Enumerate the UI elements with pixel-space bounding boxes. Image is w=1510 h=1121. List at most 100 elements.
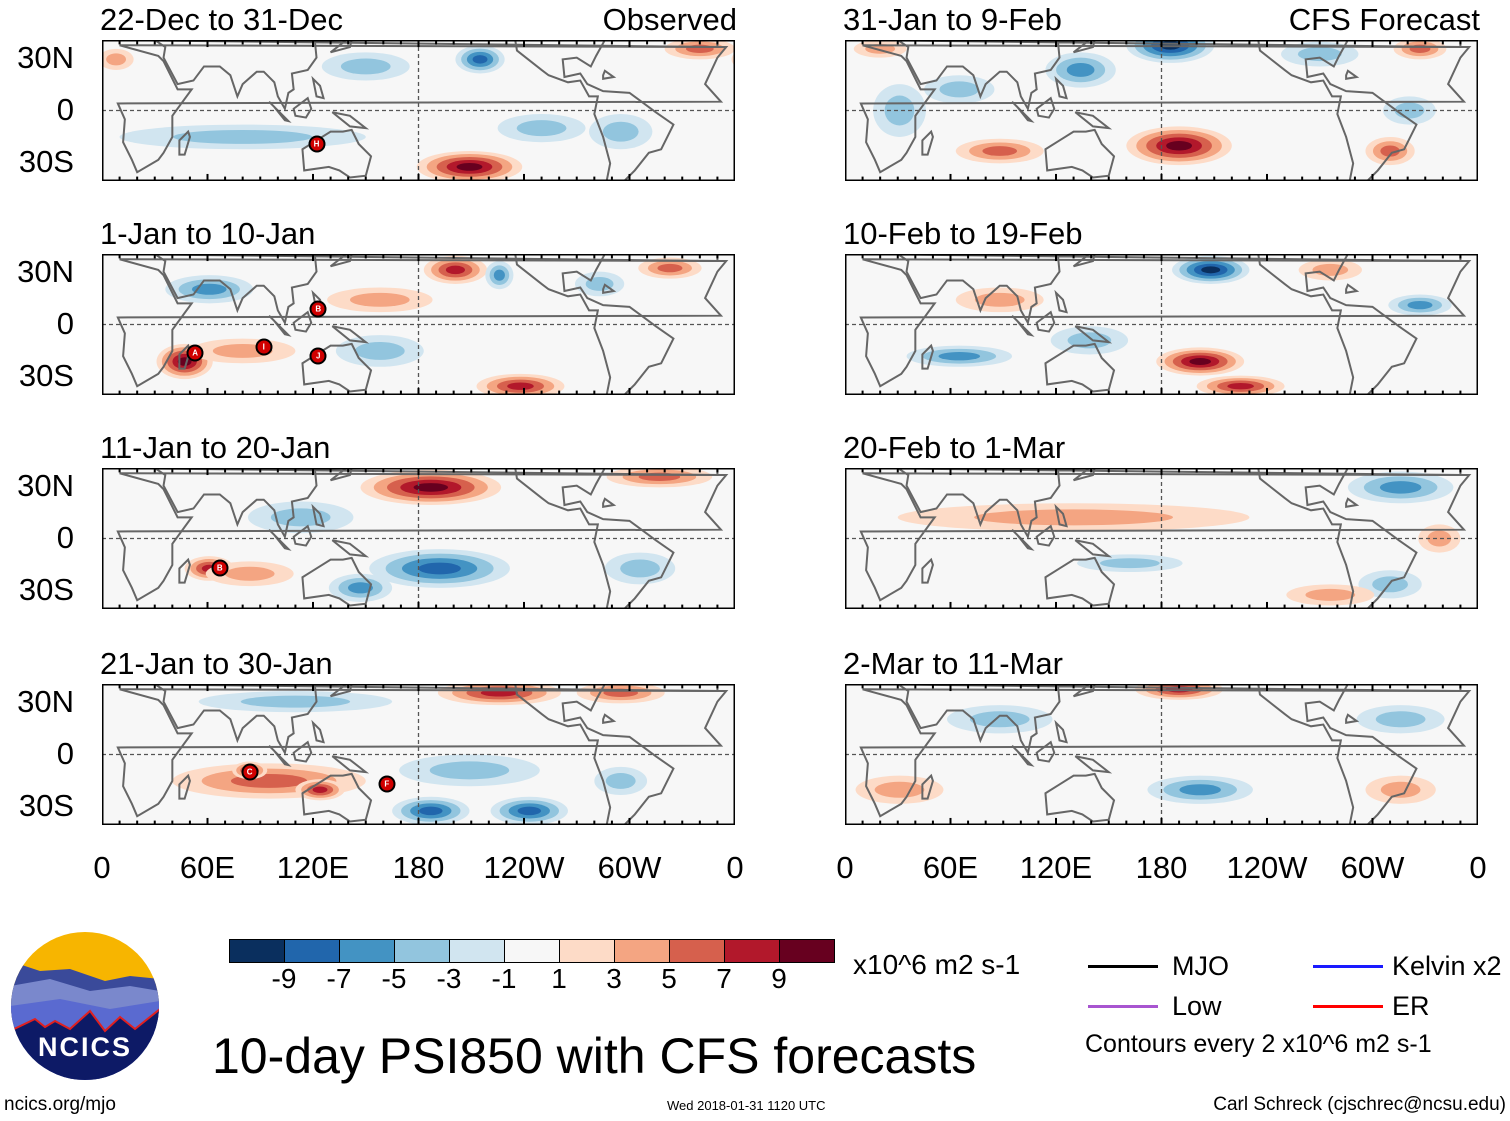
colorbar-swatch	[230, 940, 285, 962]
coastline	[1045, 130, 1114, 178]
website-link[interactable]: ncics.org/mjo	[4, 1094, 116, 1115]
negative-anomaly	[1201, 266, 1221, 274]
coastline	[1037, 742, 1055, 761]
panel-title: 10-Feb to 19-Feb	[843, 216, 1083, 251]
legend-kelvin-label: Kelvin x2	[1392, 951, 1502, 981]
colorbar-swatch	[725, 940, 780, 962]
lat-tick-label: 30S	[18, 788, 74, 823]
anomaly-map	[102, 468, 735, 609]
coastline	[515, 684, 673, 825]
map-panel: 10-Feb to 19-Feb	[843, 216, 1478, 395]
colorbar-swatch	[505, 940, 560, 962]
coastline	[1074, 40, 1095, 52]
coastline	[1346, 499, 1357, 507]
author-credit: Carl Schreck (cjschrec@ncsu.edu)	[1213, 1094, 1506, 1115]
coastline	[1037, 312, 1055, 331]
coastline	[332, 112, 365, 128]
coastline	[1346, 71, 1357, 79]
colorbar-label: -9	[271, 963, 297, 994]
coastline	[179, 560, 190, 583]
coastline	[313, 723, 324, 742]
coastline	[118, 689, 726, 816]
colorbar-swatch	[285, 940, 340, 962]
coastline	[331, 254, 352, 266]
tropical-cyclone-icon: B	[309, 300, 327, 318]
coastline	[1045, 774, 1114, 822]
anomaly-map	[845, 684, 1478, 825]
coastline	[854, 254, 1461, 323]
map-panel: H 22-Dec to 31-Dec Observed	[100, 2, 737, 181]
coastline	[1012, 530, 1031, 549]
panel-title: 1-Jan to 10-Jan	[100, 216, 316, 251]
negative-anomaly	[1375, 711, 1426, 728]
coastline	[179, 132, 190, 155]
negative-anomaly	[517, 806, 541, 816]
lon-tick-label: 0	[93, 850, 111, 885]
coastline	[1075, 112, 1108, 128]
coastline	[269, 316, 288, 335]
positive-anomaly	[350, 292, 410, 307]
coastline	[1075, 326, 1108, 342]
legend-er-label: ER	[1392, 991, 1430, 1021]
coastline	[313, 507, 324, 526]
coastline	[854, 468, 1461, 537]
negative-anomaly	[602, 121, 639, 142]
lon-tick-label: 120E	[1019, 850, 1093, 885]
coastline	[302, 558, 371, 606]
legend-mjo-line	[1088, 965, 1158, 968]
negative-anomaly	[1179, 784, 1221, 796]
coastline	[861, 473, 1469, 600]
negative-anomaly	[605, 772, 636, 789]
anomaly-map	[845, 254, 1478, 395]
colorbar-swatch	[340, 940, 395, 962]
lon-tick-label: 60E	[922, 850, 979, 885]
map-panel: 31-Jan to 9-Feb CFS Forecast	[843, 2, 1480, 181]
coastline	[302, 130, 371, 178]
colorbar-swatch	[395, 940, 450, 962]
lon-tick-label: 0	[726, 850, 744, 885]
negative-anomaly	[1379, 481, 1422, 494]
lat-tick-label: 0	[56, 520, 74, 555]
colorbar-label: 7	[716, 963, 732, 994]
tropical-cyclone-icon: F	[378, 775, 396, 793]
coastline	[331, 40, 352, 52]
coastline	[854, 40, 1461, 109]
colorbar-label: 5	[661, 963, 677, 994]
positive-anomaly	[1312, 263, 1349, 276]
colorbar-swatch	[780, 940, 834, 962]
positive-anomaly	[874, 781, 925, 798]
coastline	[1346, 285, 1357, 293]
coastline	[179, 776, 190, 799]
lon-tick-label: 120W	[1226, 850, 1308, 885]
coastline	[854, 684, 1461, 753]
panel-tag: CFS Forecast	[1288, 2, 1480, 37]
colorbar	[229, 939, 835, 963]
coastline	[331, 684, 352, 696]
lat-tick-label: 0	[56, 306, 74, 341]
tropical-cyclone-icon: I	[255, 338, 273, 356]
coastline	[1037, 526, 1055, 545]
colorbar-label: -3	[436, 963, 462, 994]
coastline	[1056, 723, 1067, 742]
coastline	[118, 259, 726, 386]
negative-anomaly	[969, 711, 1030, 728]
coastline	[603, 285, 614, 293]
anomaly-map	[102, 40, 735, 181]
coastline	[922, 560, 933, 583]
contour-interval-note: Contours every 2 x10^6 m2 s-1	[1085, 1030, 1432, 1058]
lon-tick-label: 60E	[179, 850, 236, 885]
lon-tick-label: 120E	[276, 850, 350, 885]
tropical-cyclone-icon: B	[211, 559, 229, 577]
lon-tick-label: 180	[1135, 850, 1188, 885]
negative-anomaly	[493, 269, 505, 281]
coastline	[269, 530, 288, 549]
coastline	[1258, 254, 1416, 395]
coastline	[861, 259, 1469, 386]
positive-anomaly	[507, 382, 534, 390]
lon-tick-label: 0	[1469, 850, 1487, 885]
coastline	[302, 774, 371, 822]
colorbar-label: 9	[771, 963, 787, 994]
positive-anomaly	[413, 483, 449, 492]
positive-anomaly	[106, 53, 127, 66]
